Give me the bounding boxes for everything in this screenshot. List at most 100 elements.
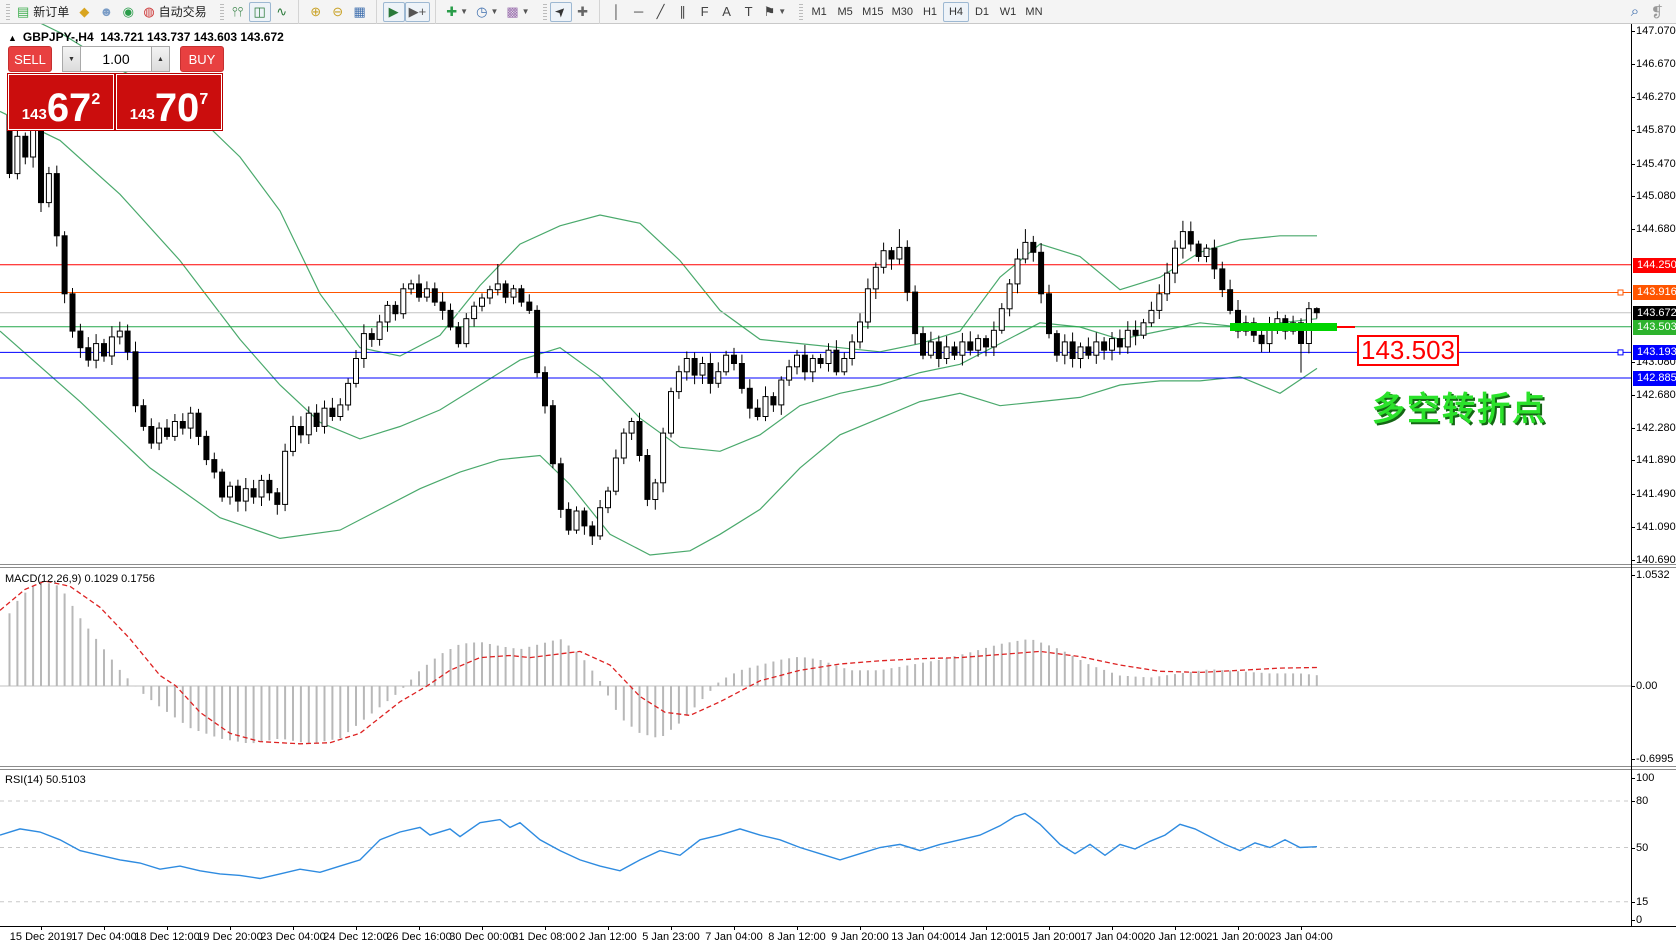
price-line-label: 143.672 <box>1633 305 1676 321</box>
periods-button-dropdown-icon[interactable]: ▼ <box>490 7 499 16</box>
vline-button[interactable]: │ <box>606 2 628 22</box>
buy-price-big-figure: 143 <box>129 106 155 123</box>
axis-tick-label: 146.270 <box>1631 91 1676 104</box>
tile-windows-button[interactable]: ▦ <box>349 2 371 22</box>
green-highlight-segment[interactable] <box>1230 322 1337 331</box>
callout-connector-line <box>1337 325 1355 328</box>
toolbar-drag-handle[interactable] <box>799 3 804 20</box>
templates-button[interactable]: ▩ ▼ <box>502 2 533 22</box>
toolbar-drag-handle[interactable] <box>6 3 10 20</box>
axis-tick-label: 141.090 <box>1631 520 1676 533</box>
price-line-label: 144.250 <box>1633 257 1676 273</box>
sell-price-button[interactable]: 143 67 2 <box>7 73 115 131</box>
tf-w1[interactable]: W1 <box>999 5 1017 18</box>
periods-button[interactable]: ◷ ▼ <box>472 2 502 22</box>
channel-icon: ∥ <box>679 4 686 19</box>
volume-down-button[interactable]: ▼ <box>62 46 81 72</box>
sell-button[interactable]: SELL <box>8 46 52 72</box>
toolbar-drag-handle[interactable] <box>219 3 224 20</box>
hline-button[interactable]: ─ <box>628 2 650 22</box>
crosshair-icon: ✚ <box>577 4 589 19</box>
time-tick <box>482 927 483 930</box>
axis-tick-label: 147.070 <box>1631 24 1676 37</box>
time-axis-label: 9 Jan 20:00 <box>831 931 889 943</box>
text-button[interactable]: A <box>716 2 738 22</box>
time-tick <box>293 927 294 930</box>
tf-mn[interactable]: MN <box>1025 5 1043 18</box>
time-axis-label: 2 Jan 12:00 <box>579 931 637 943</box>
time-tick <box>41 927 42 930</box>
new-order-icon: ▤ <box>17 4 30 19</box>
ohlc-values: 143.721 143.737 143.603 143.672 <box>100 30 284 44</box>
candlestick-chart-button[interactable]: ◫ <box>248 1 271 22</box>
buy-price-fraction: 7 <box>199 91 209 108</box>
buy-price-button[interactable]: 143 70 7 <box>115 73 223 131</box>
time-axis-label: 23 Jan 04:00 <box>1269 931 1333 943</box>
autotrading-button[interactable]: ◍ 自动交易 <box>139 2 210 22</box>
auto-scroll-button[interactable]: ▶ <box>382 1 405 22</box>
chart-shift-icon: ▶+ <box>408 4 427 19</box>
label-button[interactable]: T <box>738 2 760 22</box>
time-axis-label: 23 Dec 04:00 <box>260 931 326 943</box>
chart-shift-button[interactable]: ▶+ <box>404 1 431 22</box>
indicators-button[interactable]: ✚ ▼ <box>442 2 472 22</box>
macd-pane <box>0 569 1676 766</box>
channel-button[interactable]: ∥ <box>672 2 694 22</box>
pane-separator-macd[interactable] <box>0 564 1676 568</box>
volume-up-button[interactable]: ▲ <box>151 46 170 72</box>
main-chart-pane <box>0 24 1676 564</box>
chart-wizard-icon[interactable]: ◆ <box>73 2 95 22</box>
crosshair-button[interactable]: ✚ <box>572 2 594 22</box>
axis-tick-label: 140.690 <box>1631 553 1676 566</box>
tf-d1[interactable]: D1 <box>974 5 989 18</box>
tf-m15[interactable]: M15 <box>862 5 884 18</box>
price-line-label: 143.503 <box>1633 319 1676 335</box>
tf-m5[interactable]: M5 <box>837 5 853 18</box>
line-chart-icon: ∿ <box>276 4 288 19</box>
indicators-button-dropdown-icon[interactable]: ▼ <box>460 7 469 16</box>
tf-m1[interactable]: M1 <box>811 5 827 18</box>
axis-tick-label: 100 <box>1630 772 1655 784</box>
bar-chart-button[interactable]: ⫯⫯ <box>227 2 249 22</box>
search-icon[interactable]: ⌕ <box>1630 3 1640 20</box>
cursor-button[interactable]: ➤ <box>549 1 572 22</box>
pane-separator-rsi[interactable] <box>0 766 1676 770</box>
text-icon: A <box>722 4 731 19</box>
arrows-button-dropdown-icon[interactable]: ▼ <box>778 7 787 16</box>
fibonacci-button[interactable]: F <box>694 2 716 22</box>
volume-input[interactable] <box>81 46 151 72</box>
tf-h4[interactable]: H4 <box>942 1 969 22</box>
toolbar-group-draw-tools: │ ─ ╱ ∥ F A T ⚑ ▼ <box>598 0 794 24</box>
buy-button[interactable]: BUY <box>180 46 224 72</box>
toolbar-group-chart-types: ⫯⫯ ◫ ∿ <box>214 0 296 24</box>
axis-tick-label: 1.0532 <box>1631 569 1670 582</box>
time-axis-label: 26 Dec 16:00 <box>386 931 452 943</box>
line-chart-button[interactable]: ∿ <box>271 2 293 22</box>
axis-tick-label: 142.280 <box>1631 422 1676 435</box>
axis-tick-label: 141.890 <box>1631 454 1676 467</box>
cn-annotation-text[interactable]: 多空转折点 <box>1372 390 1547 427</box>
signals-icon[interactable]: ◉ <box>117 2 139 22</box>
time-tick <box>797 927 798 930</box>
collapse-panel-icon[interactable]: ▲ <box>8 33 17 43</box>
time-tick <box>1112 927 1113 930</box>
time-tick <box>671 927 672 930</box>
chat-icon[interactable]: ❡ <box>1650 3 1664 21</box>
new-order-button[interactable]: ▤ 新订单 <box>13 2 73 22</box>
templates-button-dropdown-icon[interactable]: ▼ <box>521 7 530 16</box>
bollinger-upper <box>40 24 1317 357</box>
toolbar-drag-handle[interactable] <box>542 3 547 20</box>
price-callout-box[interactable]: 143.503 <box>1357 335 1459 366</box>
toolbar-group-cursor-tools: ➤ ✚ <box>537 0 597 24</box>
tf-h1[interactable]: H1 <box>922 5 937 18</box>
axis-tick-label: 146.670 <box>1631 58 1676 71</box>
arrows-button[interactable]: ⚑ ▼ <box>760 2 791 22</box>
profile-icon[interactable]: ☻ <box>95 2 117 22</box>
time-axis-label: 24 Dec 12:00 <box>323 931 389 943</box>
trendline-button[interactable]: ╱ <box>650 2 672 22</box>
zoom-out-button[interactable]: ⊖ <box>327 2 349 22</box>
toolbar-group-timeframes: M1 M5 M15 M30 H1 H4 D1 W1 MN <box>793 0 1050 24</box>
tf-m30[interactable]: M30 <box>891 5 913 18</box>
zoom-in-button[interactable]: ⊕ <box>305 2 327 22</box>
axis-tick-label: 15 <box>1630 895 1649 908</box>
